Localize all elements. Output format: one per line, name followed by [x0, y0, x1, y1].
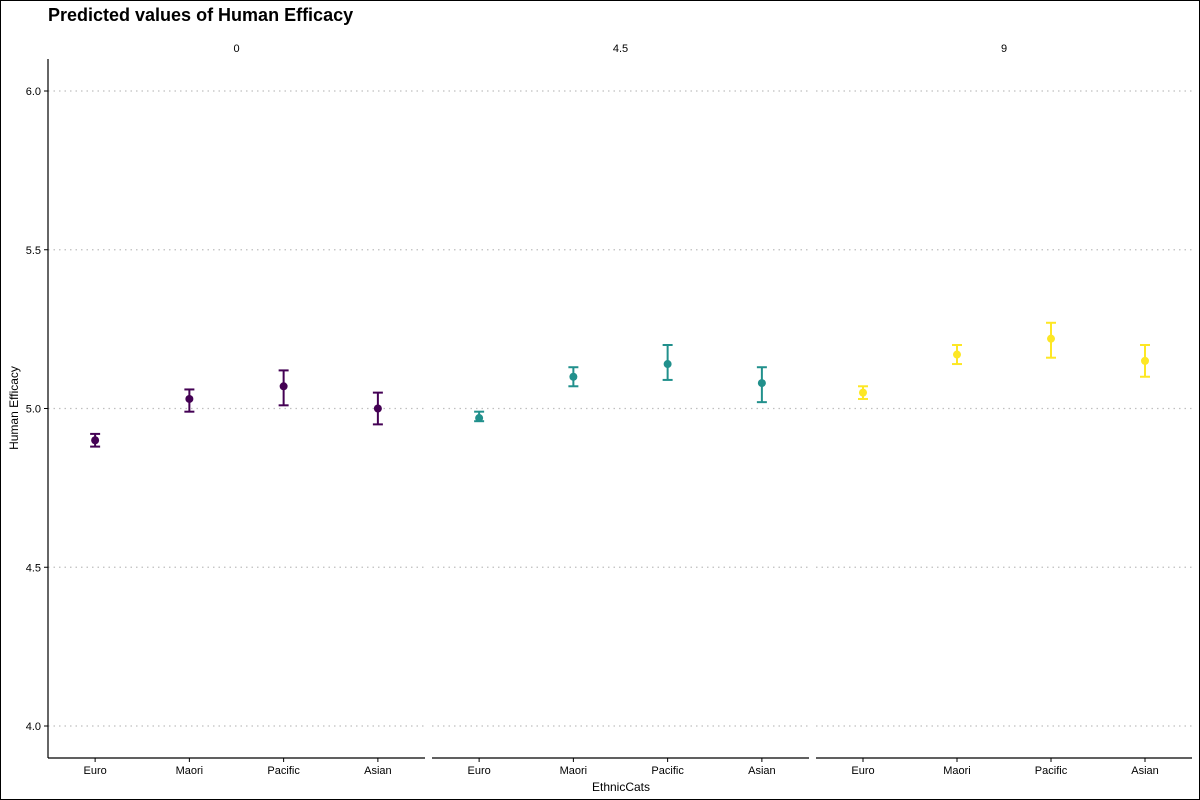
x-tick-label: Asian [364, 765, 392, 777]
data-point [1141, 356, 1149, 365]
x-tick-label: Pacific [1035, 765, 1068, 777]
x-tick-label: Euro [851, 765, 874, 777]
facet-label: 0 [233, 43, 239, 55]
data-point [475, 414, 484, 423]
data-point [757, 379, 766, 388]
y-tick-label: 4.5 [26, 562, 41, 574]
data-point [953, 350, 961, 359]
data-point [373, 404, 382, 413]
x-tick-label: Asian [1131, 765, 1159, 777]
x-tick-label: Pacific [267, 765, 300, 777]
x-tick-label: Pacific [651, 765, 684, 777]
x-tick-label: Maori [560, 765, 588, 777]
y-tick-label: 5.5 [26, 245, 41, 257]
data-point [279, 382, 288, 391]
data-point [859, 388, 867, 397]
data-point [569, 372, 578, 381]
data-point [663, 360, 672, 369]
x-tick-label: Maori [943, 765, 971, 777]
x-tick-label: Euro [468, 765, 491, 777]
y-axis-title: Human Efficacy [7, 366, 21, 450]
data-point [185, 394, 194, 403]
chart-title: Predicted values of Human Efficacy [48, 5, 354, 25]
data-point [91, 436, 100, 445]
facet-label: 4.5 [613, 43, 628, 55]
x-tick-label: Asian [748, 765, 776, 777]
x-tick-label: Maori [176, 765, 204, 777]
y-tick-label: 6.0 [26, 86, 41, 98]
y-tick-label: 4.0 [26, 721, 41, 733]
x-axis-title: EthnicCats [592, 780, 650, 794]
x-tick-label: Euro [84, 765, 107, 777]
y-tick-label: 5.0 [26, 404, 41, 416]
facet-label: 9 [1001, 43, 1007, 55]
data-point [1047, 334, 1055, 343]
